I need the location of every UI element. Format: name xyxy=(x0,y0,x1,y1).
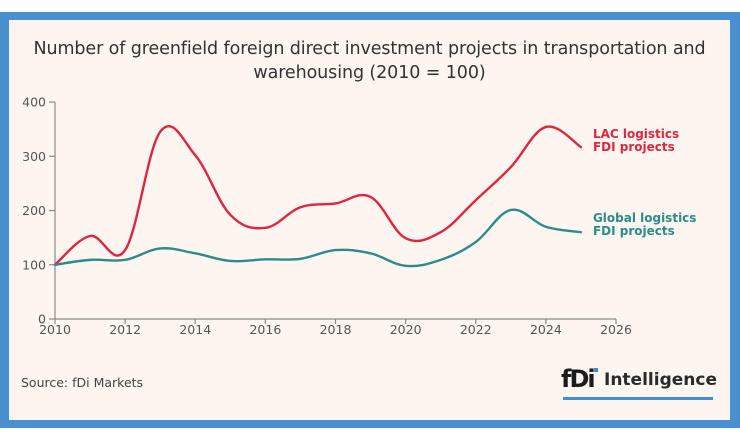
y-tick-label: 300 xyxy=(22,149,46,164)
chart-title-line-1: Number of greenfield foreign direct inve… xyxy=(33,39,706,59)
fdi-intelligence-logo: fDi Intelligence xyxy=(561,364,721,400)
x-tick-label: 2014 xyxy=(179,322,211,337)
chart-title-line-2: warehousing (2010 = 100) xyxy=(253,63,486,83)
x-tick-label: 2020 xyxy=(390,322,422,337)
series-line-lac xyxy=(53,124,583,266)
axes: 0 100 200 300 400 2010 2012 2014 2016 2018 2020 202… xyxy=(22,95,632,338)
source-note: Source: fDi Markets xyxy=(21,375,144,390)
y-tick-label: 200 xyxy=(22,203,46,218)
chart-frame: Number of greenfield foreign direct inve… xyxy=(0,12,740,428)
series-label-lac: FDI projects xyxy=(593,140,675,154)
x-tick-label: 2016 xyxy=(249,322,281,337)
chart-panel: Number of greenfield foreign direct inve… xyxy=(9,20,730,420)
series-line-global xyxy=(53,208,583,268)
y-tick-label: 0 xyxy=(38,312,46,327)
chart-title: Number of greenfield foreign direct inve… xyxy=(9,37,730,85)
x-tick-label: 2026 xyxy=(600,322,632,337)
series-label-global: FDI projects xyxy=(593,224,675,238)
logo-mark: fDi xyxy=(561,365,596,393)
x-tick-label: 2024 xyxy=(530,322,562,337)
series-label-global: Global logistics xyxy=(593,211,697,225)
logo-text: Intelligence xyxy=(604,370,717,390)
x-tick-label: 2012 xyxy=(109,322,141,337)
x-tick-label: 2018 xyxy=(320,322,352,337)
x-tick-label: 2010 xyxy=(39,322,71,337)
series-group xyxy=(53,124,583,268)
logo-underline xyxy=(563,397,713,400)
series-label-lac: LAC logistics xyxy=(593,127,679,141)
y-tick-label: 400 xyxy=(22,95,46,110)
logo-dot xyxy=(594,368,598,372)
y-tick-label: 100 xyxy=(22,257,46,272)
line-chart: 0 100 200 300 400 2010 2012 2014 2016 2018 2020 202… xyxy=(22,95,697,338)
x-tick-label: 2022 xyxy=(460,322,492,337)
